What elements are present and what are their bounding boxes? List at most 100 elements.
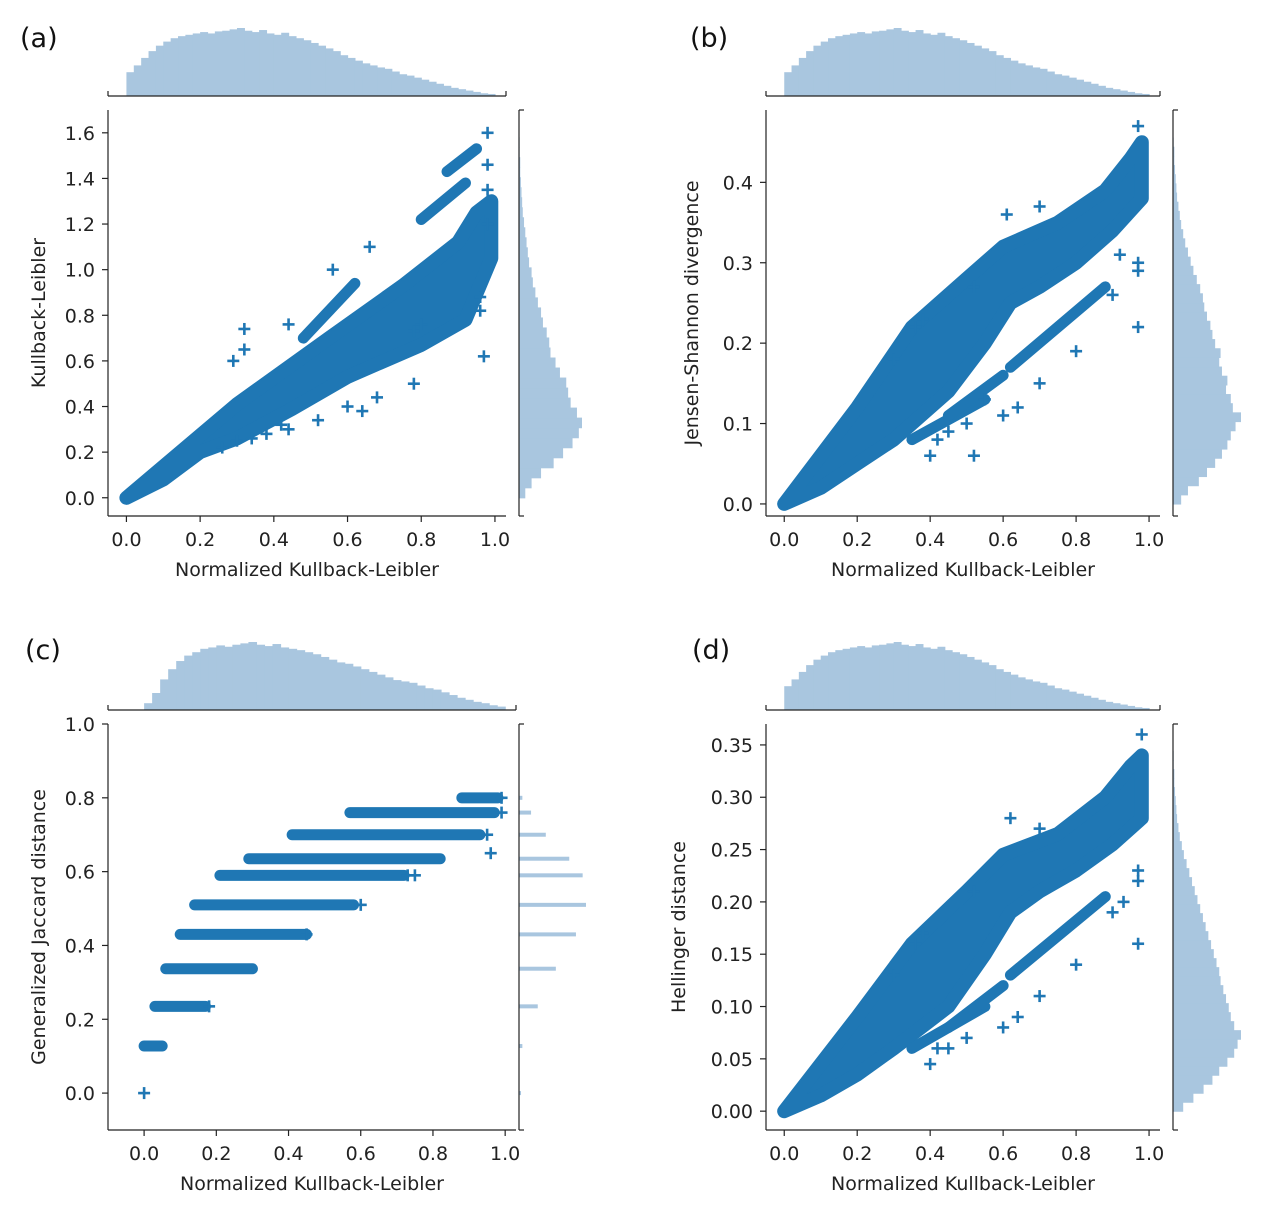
hist-bar xyxy=(820,41,829,96)
hist-bar xyxy=(1173,320,1211,331)
hist-bar xyxy=(1173,1066,1220,1076)
hist-bar xyxy=(1173,1039,1238,1049)
scatter-point xyxy=(238,322,251,335)
hist-bar xyxy=(871,645,880,710)
hist-bar xyxy=(141,57,150,96)
hist-bar xyxy=(1173,1012,1231,1022)
hist-bar xyxy=(248,642,258,710)
point-band xyxy=(1004,281,1111,373)
hist-bar xyxy=(1173,439,1228,450)
scatter-point xyxy=(1132,120,1145,133)
hist-bar xyxy=(1173,192,1178,203)
y-tick-label: 0.2 xyxy=(723,333,753,355)
hist-bar xyxy=(1061,689,1070,710)
hist-bar xyxy=(908,646,917,710)
hist-bar xyxy=(352,666,362,710)
hist-bar xyxy=(1173,1093,1194,1103)
hist-bar xyxy=(784,686,793,710)
scatter-point xyxy=(1033,822,1046,835)
dense-point-cloud-edge xyxy=(777,135,1149,511)
hist-bar xyxy=(519,367,560,379)
hist-bar xyxy=(988,665,997,710)
hist-bar xyxy=(806,51,815,96)
x-axis-label: Normalized Kullback-Leibler xyxy=(180,1173,444,1195)
y-tick-label: 0.8 xyxy=(65,305,95,327)
scatter-point xyxy=(407,325,420,338)
scatter-point xyxy=(415,318,428,331)
hist-bar xyxy=(519,467,542,479)
hist-bar xyxy=(480,93,489,96)
hist-bar xyxy=(519,187,522,198)
hist-bar xyxy=(1173,384,1227,395)
hist-bar xyxy=(1173,494,1182,505)
hist-bar xyxy=(328,659,338,710)
hist-bar xyxy=(886,643,895,710)
hist-bar xyxy=(273,34,282,96)
y-marginal-histogram xyxy=(1173,137,1241,505)
scatter-point xyxy=(407,377,420,390)
hist-bar xyxy=(1173,412,1241,423)
scatter-point xyxy=(909,321,922,334)
hist-bar xyxy=(1010,674,1019,710)
x-tick-label: 0.6 xyxy=(346,1143,376,1165)
hist-bar xyxy=(519,317,543,329)
scatter-point xyxy=(931,433,944,446)
scatter-point xyxy=(474,304,487,317)
hist-bar xyxy=(519,267,532,278)
y-tick-label: 1.0 xyxy=(65,714,95,736)
hist-bar xyxy=(1173,357,1220,368)
hist-bar xyxy=(519,197,523,208)
hist-bar xyxy=(1173,146,1175,157)
hist-bar xyxy=(1134,707,1143,710)
x-marginal-histogram xyxy=(144,642,506,710)
hist-bar xyxy=(930,648,939,710)
hist-bar xyxy=(1173,931,1209,941)
hist-bar xyxy=(519,357,556,369)
hist-bar xyxy=(981,662,990,710)
scatter-series xyxy=(777,728,1149,1119)
hist-bar xyxy=(1173,913,1203,923)
panel-a: (a) 0.0 0.2 0.4 0.6 0.8 1.0 0.0 0.2 0.4 0.6 0.8 1.0… xyxy=(20,23,582,581)
hist-bar xyxy=(519,387,569,399)
scatter-point xyxy=(967,280,980,293)
hist-bar xyxy=(1173,229,1184,239)
hist-bar xyxy=(1173,1048,1235,1058)
x-tick-label: 0.6 xyxy=(988,1143,1018,1165)
y-tick-label: 0.05 xyxy=(711,1049,753,1071)
hist-bar xyxy=(519,237,527,248)
panel-letter: (a) xyxy=(20,23,58,54)
hist-bar xyxy=(519,477,532,489)
scatter-point xyxy=(960,1031,973,1044)
dense-point-cloud-edge xyxy=(119,194,499,505)
scatter-point xyxy=(1132,937,1145,950)
hist-bar xyxy=(519,327,547,339)
hist-bar xyxy=(791,65,800,96)
scatter-point xyxy=(363,240,376,253)
hist-bar xyxy=(519,856,570,861)
hist-bar xyxy=(944,36,953,96)
hist-bar xyxy=(519,832,546,837)
x-tick-label: 0.4 xyxy=(259,529,289,551)
y-marginal-histogram xyxy=(519,137,582,499)
hist-bar xyxy=(1173,922,1206,932)
hist-bar xyxy=(400,681,410,710)
scatter-point xyxy=(495,806,508,819)
hist-bar xyxy=(973,659,982,710)
scatter-point xyxy=(1135,728,1148,741)
scatter-point xyxy=(1132,264,1145,277)
hist-bar xyxy=(1105,87,1114,96)
hist-bar xyxy=(1173,366,1222,377)
hist-bar xyxy=(915,30,924,96)
x-tick-label: 0.6 xyxy=(988,529,1018,551)
hist-bar xyxy=(1173,256,1191,267)
hist-bar xyxy=(1173,778,1175,788)
x-marginal-histogram xyxy=(126,28,496,96)
hist-bar xyxy=(981,48,990,96)
y-tick-label: 0.4 xyxy=(723,172,753,194)
x-tick-label: 0.8 xyxy=(406,529,436,551)
hist-bar xyxy=(1105,701,1114,710)
hist-bar xyxy=(310,42,319,96)
x-tick-label: 0.8 xyxy=(1061,1143,1091,1165)
hist-bar xyxy=(1173,796,1176,806)
hist-bar xyxy=(1032,67,1041,96)
